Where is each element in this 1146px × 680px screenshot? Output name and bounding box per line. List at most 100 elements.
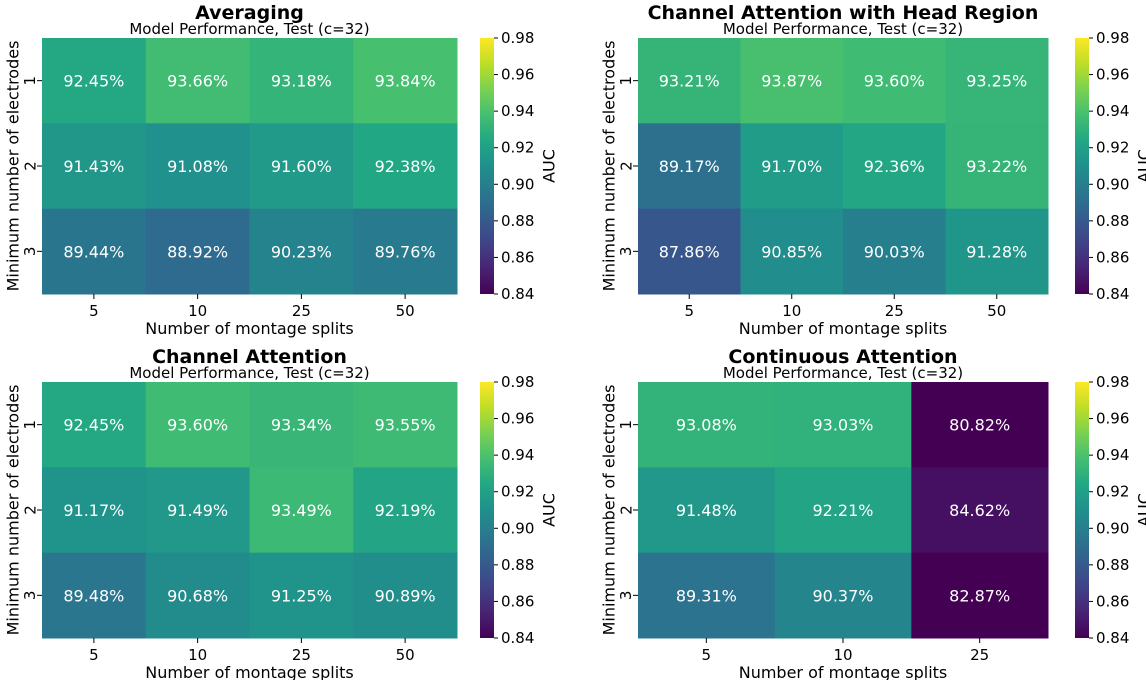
heatmap-cell (249, 208, 354, 295)
x-axis-label: Number of montage splits (145, 319, 354, 338)
heatmap-cell (945, 208, 1049, 295)
y-tick-label: 1 (617, 76, 635, 86)
colorbar-tick-label: 0.88 (1096, 556, 1129, 574)
cell-value-label: 89.31% (676, 586, 737, 605)
x-tick-label: 5 (89, 302, 99, 320)
colorbar (480, 38, 494, 294)
heatmap-cell (145, 123, 250, 210)
cell-value-label: 93.66% (167, 72, 228, 91)
cell-value-label: 92.36% (864, 157, 925, 176)
y-axis-label: Minimum number of electrodes (600, 41, 619, 292)
x-tick-label: 10 (782, 302, 801, 320)
colorbar-tick-label: 0.98 (1096, 29, 1129, 47)
x-tick-label: 10 (833, 646, 852, 664)
cell-value-label: 91.28% (966, 242, 1027, 261)
colorbar-tick-label: 0.92 (1096, 139, 1129, 157)
heatmap-cell (638, 208, 741, 295)
cell-value-label: 90.37% (812, 586, 873, 605)
heatmap-cell (42, 123, 147, 210)
x-tick-label: 5 (684, 302, 694, 320)
heatmap-cell (353, 123, 458, 210)
heatmap-cell (843, 208, 946, 295)
heatmap-cell (740, 123, 844, 210)
cell-value-label: 89.17% (659, 157, 720, 176)
cell-value-label: 92.21% (812, 501, 873, 520)
colorbar-tick-label: 0.94 (1096, 446, 1129, 464)
heatmap-cell (945, 38, 1049, 124)
heatmap-cell (638, 38, 741, 124)
panel-subtitle: Model Performance, Test (c=32) (129, 20, 369, 38)
x-tick-label: 25 (970, 646, 989, 664)
colorbar-tick-label: 0.84 (1096, 285, 1129, 303)
cell-value-label: 93.55% (375, 416, 436, 435)
colorbar-tick-label: 0.98 (501, 373, 534, 391)
colorbar-tick-label: 0.96 (501, 410, 534, 428)
heatmap-cell (911, 552, 1049, 639)
colorbar-tick-label: 0.92 (501, 483, 534, 501)
y-tick-label: 3 (21, 591, 39, 601)
cell-value-label: 93.08% (676, 416, 737, 435)
heatmap-cell (638, 467, 776, 554)
cell-value-label: 93.87% (761, 72, 822, 91)
heatmap-cell (774, 552, 912, 639)
heatmap-cell (638, 552, 776, 639)
cell-value-label: 90.03% (864, 242, 925, 261)
cell-value-label: 91.49% (167, 501, 228, 520)
x-tick-label: 50 (396, 302, 415, 320)
heatmap-cell (249, 382, 354, 468)
x-axis-label: Number of montage splits (739, 663, 948, 680)
y-tick-label: 1 (21, 420, 39, 430)
panel-title: Continuous Attention (728, 346, 957, 368)
colorbar-tick-label: 0.86 (501, 592, 534, 610)
y-axis-label: Minimum number of electrodes (4, 385, 23, 636)
colorbar-tick-label: 0.84 (1096, 629, 1129, 647)
heatmap-panel-2: Channel Attention with Head RegionModel … (600, 2, 1146, 338)
heatmap-cell (353, 208, 458, 295)
colorbar-tick-label: 0.90 (501, 175, 534, 193)
cell-value-label: 91.25% (271, 586, 332, 605)
colorbar-tick-label: 0.94 (501, 102, 534, 120)
colorbar-tick-label: 0.88 (1096, 212, 1129, 230)
heatmap-cell (42, 208, 147, 295)
heatmap-cell (638, 123, 741, 210)
colorbar (480, 382, 494, 638)
cell-value-label: 93.18% (271, 72, 332, 91)
y-tick-label: 2 (21, 505, 39, 515)
panel-subtitle: Model Performance, Test (c=32) (723, 364, 963, 382)
cell-value-label: 89.48% (63, 586, 124, 605)
x-tick-label: 25 (885, 302, 904, 320)
panel-title: Channel Attention (152, 346, 347, 368)
cell-value-label: 91.60% (271, 157, 332, 176)
colorbar-tick-label: 0.88 (501, 556, 534, 574)
cell-value-label: 92.38% (375, 157, 436, 176)
colorbar-tick-label: 0.94 (1096, 102, 1129, 120)
heatmap-cell (353, 467, 458, 554)
cell-value-label: 92.19% (375, 501, 436, 520)
heatmap-cell (42, 382, 147, 468)
y-tick-label: 1 (21, 76, 39, 86)
heatmap-cell (638, 382, 776, 468)
cell-value-label: 89.44% (63, 242, 124, 261)
cell-value-label: 93.60% (864, 72, 925, 91)
y-tick-label: 3 (21, 247, 39, 257)
cell-value-label: 80.82% (949, 416, 1010, 435)
x-tick-label: 25 (292, 646, 311, 664)
heatmap-cell (145, 38, 250, 124)
colorbar-tick-label: 0.86 (501, 248, 534, 266)
heatmap-cell (945, 123, 1049, 210)
colorbar-tick-label: 0.90 (1096, 175, 1129, 193)
heatmap-cell (774, 467, 912, 554)
colorbar-label: AUC (540, 149, 559, 183)
y-tick-label: 3 (617, 247, 635, 257)
colorbar-label: AUC (1135, 149, 1146, 183)
x-tick-label: 10 (188, 302, 207, 320)
heatmap-cell (911, 382, 1049, 468)
y-tick-label: 3 (617, 591, 635, 601)
cell-value-label: 92.45% (63, 72, 124, 91)
cell-value-label: 90.85% (761, 242, 822, 261)
x-tick-label: 50 (987, 302, 1006, 320)
x-tick-label: 25 (292, 302, 311, 320)
